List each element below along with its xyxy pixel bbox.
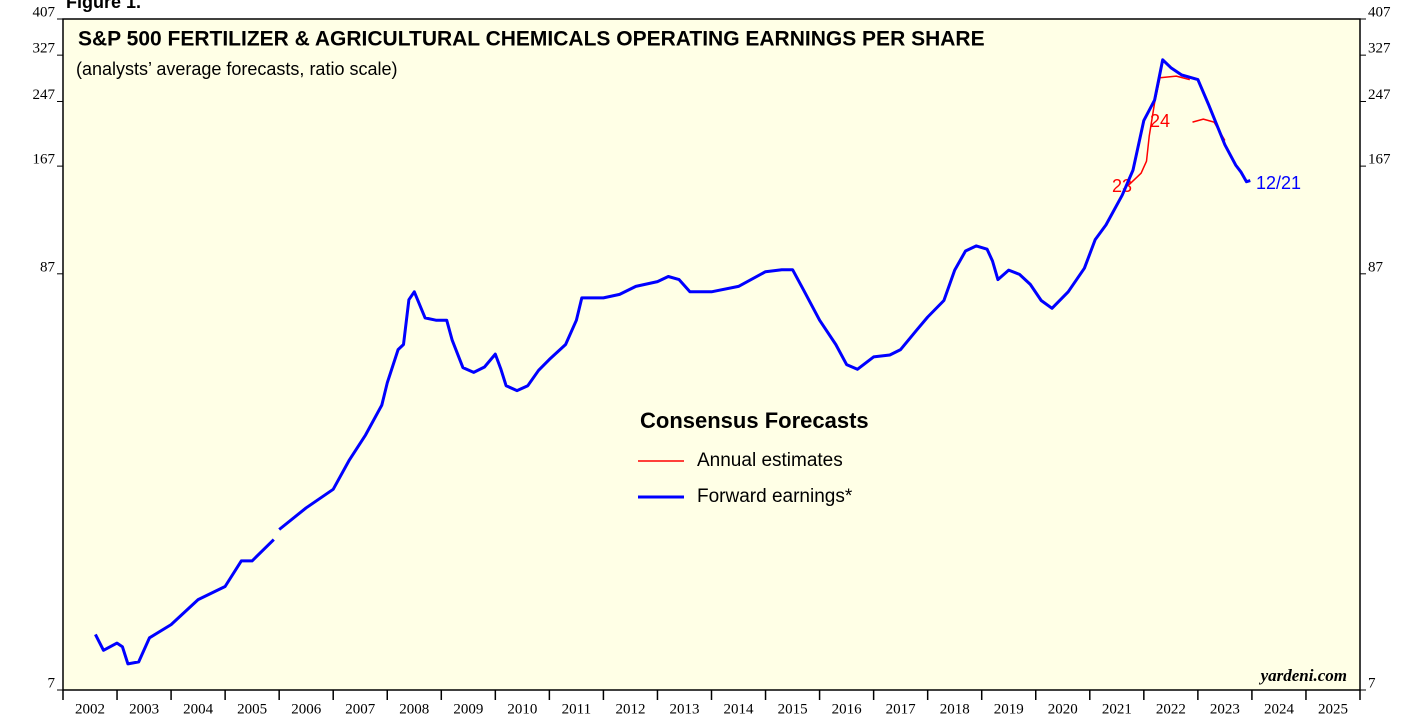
x-tick-label: 2007 [345,701,376,717]
chart-title: S&P 500 FERTILIZER & AGRICULTURAL CHEMIC… [78,28,985,51]
x-tick-label: 2020 [1048,701,1078,717]
chart-subtitle: (analysts’ average forecasts, ratio scal… [76,59,397,79]
x-tick-label: 2004 [183,701,214,717]
y-tick-label: 407 [33,4,56,20]
x-tick-label: 2019 [994,701,1024,717]
x-tick-label: 2016 [832,701,863,717]
y-tick-label: 167 [1368,152,1391,168]
y-tick-label: 327 [33,41,56,57]
source: yardeni.com [1259,666,1347,685]
legend-title: Consensus Forecasts [640,408,869,433]
x-tick-label: 2014 [724,701,755,717]
x-tick-label: 2008 [399,701,429,717]
x-tick-label: 2017 [886,701,917,717]
y-tick-label: 7 [48,675,56,691]
x-tick-label: 2013 [669,701,699,717]
y-tick-label: 247 [1368,87,1391,103]
y-tick-label: 87 [1368,259,1384,275]
y-tick-label: 167 [33,152,56,168]
x-tick-label: 2012 [615,701,645,717]
x-tick-label: 2022 [1156,701,1186,717]
y-tick-label: 87 [40,259,56,275]
y-tick-label: 7 [1368,675,1376,691]
x-tick-label: 2002 [75,701,105,717]
y-tick-label: 327 [1368,41,1391,57]
x-tick-label: 2015 [778,701,808,717]
legend-label: Forward earnings* [697,486,853,507]
x-tick-label: 2024 [1264,701,1295,717]
x-tick-label: 2011 [562,701,591,717]
annotation: 12/21 [1256,173,1301,193]
x-tick-label: 2005 [237,701,267,717]
x-tick-label: 2018 [940,701,970,717]
x-tick-label: 2006 [291,701,322,717]
legend-label: Annual estimates [697,450,843,471]
x-tick-label: 2010 [507,701,537,717]
y-tick-label: 407 [1368,4,1391,20]
series-line [94,58,1251,666]
x-tick-label: 2009 [453,701,483,717]
x-tick-label: 2003 [129,701,159,717]
x-tick-label: 2023 [1210,701,1240,717]
x-tick-label: 2025 [1318,701,1348,717]
figure-label: Figure 1. [66,0,141,12]
annotation: 24 [1150,111,1170,131]
y-tick-label: 247 [33,87,56,103]
x-tick-label: 2021 [1102,701,1132,717]
plot-area [62,18,1361,691]
